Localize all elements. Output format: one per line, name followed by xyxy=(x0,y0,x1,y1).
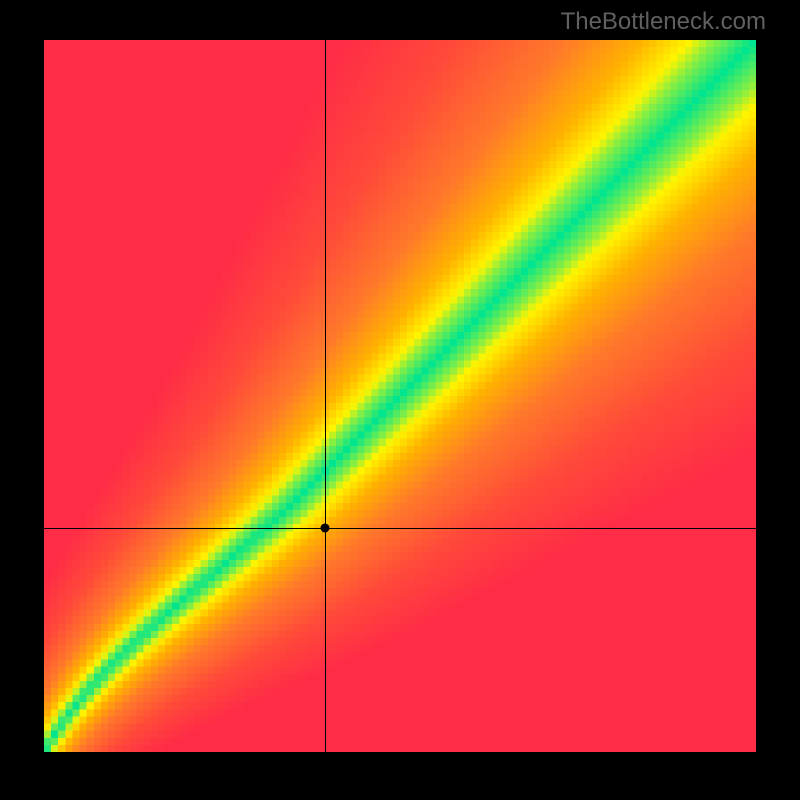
crosshair-horizontal xyxy=(44,528,756,529)
marker-point xyxy=(321,523,330,532)
crosshair-vertical xyxy=(325,40,326,752)
heatmap-canvas xyxy=(44,40,756,752)
watermark-text: TheBottleneck.com xyxy=(561,8,766,36)
heatmap-plot xyxy=(44,40,756,752)
